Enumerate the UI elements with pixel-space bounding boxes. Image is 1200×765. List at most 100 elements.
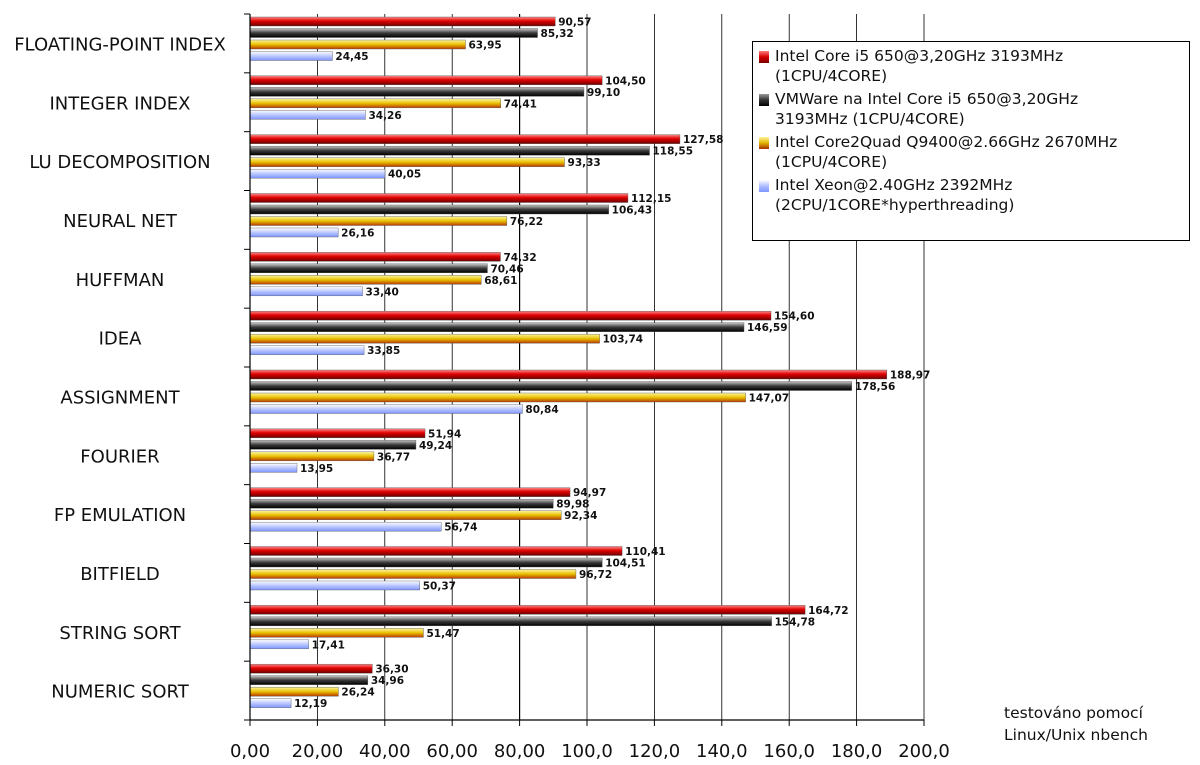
- legend-label: Intel Core i5 650@3,20GHz 3193MHz (1CPU/4…: [775, 47, 1064, 85]
- x-tick-label: 60,00: [426, 741, 478, 762]
- bar: [249, 580, 420, 591]
- x-tick-label: 200,0: [898, 741, 950, 762]
- bar: [249, 157, 565, 167]
- data-label: 106,43: [612, 205, 653, 217]
- category-label: FLOATING-POINT INDEX: [14, 34, 226, 55]
- legend-entry-vmware: VMWare na Intel Core i5 650@3,20GHz 3193M…: [759, 89, 1183, 129]
- data-label: 34,26: [368, 110, 401, 122]
- category-labels: FLOATING-POINT INDEX INTEGER INDEX LU DECO…: [14, 34, 226, 702]
- data-label: 12,19: [294, 698, 327, 710]
- bar: [249, 487, 571, 497]
- bar: [249, 216, 508, 226]
- data-label: 36,30: [375, 664, 408, 676]
- legend-swatch-red: [759, 51, 769, 63]
- test-note: testováno pomocí Linux/Unix nbench: [1004, 702, 1148, 746]
- data-label: 178,56: [855, 381, 896, 393]
- x-tick-label: 100,0: [561, 741, 613, 762]
- bar: [249, 628, 424, 638]
- data-label: 74,41: [504, 98, 537, 110]
- x-tick-label: 160,0: [763, 741, 815, 762]
- bar: [249, 675, 369, 685]
- data-label: 89,98: [556, 499, 589, 511]
- category-label: IDEA: [99, 329, 143, 350]
- bar: [249, 168, 386, 179]
- bar: [249, 275, 482, 285]
- data-label: 33,40: [366, 286, 399, 298]
- data-label: 24,45: [335, 51, 368, 63]
- bar: [249, 498, 554, 509]
- data-label: 146,59: [747, 322, 788, 334]
- bar: [249, 369, 888, 380]
- bar: [249, 428, 426, 439]
- bar: [249, 510, 562, 520]
- bar: [249, 557, 603, 568]
- category-label: STRING SORT: [59, 623, 181, 644]
- legend-label: Intel Xeon@2.40GHz 2392MHz (2CPU/1CORE*hy…: [775, 176, 1015, 214]
- bar: [249, 616, 772, 627]
- bar: [249, 663, 373, 674]
- note-line-1: testováno pomocí: [1004, 704, 1143, 722]
- category-label: LU DECOMPOSITION: [29, 152, 210, 173]
- data-label: 147,07: [749, 393, 790, 405]
- data-label: 118,55: [653, 146, 694, 158]
- bar: [249, 392, 746, 403]
- bar: [249, 521, 442, 532]
- bar: [249, 322, 745, 332]
- data-label: 94,97: [573, 487, 606, 499]
- axes: 0,00 20,00 40,00 60,00 80,00 100,0 120,0 140,0 1…: [230, 13, 950, 762]
- category-label: BITFIELD: [80, 564, 160, 585]
- bar: [249, 310, 772, 321]
- bar: [249, 451, 375, 462]
- data-label: 112,15: [631, 193, 672, 205]
- bar: [249, 605, 806, 615]
- data-label: 154,60: [774, 311, 815, 323]
- data-label: 104,50: [605, 75, 646, 87]
- bar: [249, 639, 309, 650]
- data-label: 188,97: [890, 370, 931, 382]
- bar: [249, 252, 501, 262]
- bar: [249, 333, 600, 344]
- data-label: 76,22: [510, 216, 543, 228]
- data-label: 56,74: [444, 522, 477, 534]
- data-label: 33,85: [367, 345, 400, 357]
- data-label: 70,46: [490, 263, 523, 275]
- category-label: FOURIER: [80, 446, 159, 467]
- legend-swatch-black: [759, 94, 769, 106]
- x-tick-label: 20,00: [292, 741, 344, 762]
- data-label: 92,34: [564, 510, 597, 522]
- data-label: 50,37: [423, 581, 456, 593]
- bar: [249, 345, 365, 355]
- data-label: 26,24: [341, 687, 374, 699]
- data-label: 99,10: [587, 87, 620, 99]
- bar: [249, 75, 603, 86]
- data-label: 96,72: [579, 569, 612, 581]
- data-label: 51,94: [428, 428, 461, 440]
- bar: [249, 87, 585, 97]
- data-label: 49,24: [419, 440, 452, 452]
- data-label: 74,32: [503, 252, 536, 264]
- bar: [249, 145, 650, 156]
- category-label: FP EMULATION: [54, 505, 186, 526]
- data-label: 154,78: [775, 616, 816, 628]
- data-label: 63,95: [469, 40, 502, 52]
- data-label: 36,77: [377, 451, 410, 463]
- legend-entry-xeon: Intel Xeon@2.40GHz 2392MHz (2CPU/1CORE*hy…: [759, 175, 1183, 215]
- bar: [249, 569, 577, 579]
- bar: [249, 39, 466, 50]
- bar: [249, 686, 339, 697]
- data-label: 104,51: [605, 558, 646, 570]
- data-label: 103,74: [603, 334, 644, 346]
- bar: [249, 204, 609, 215]
- data-label: 40,05: [388, 169, 421, 181]
- category-label: NEURAL NET: [63, 211, 178, 232]
- legend-entry-core2quad: Intel Core2Quad Q9400@2.66GHz 2670MHz (1C…: [759, 132, 1183, 172]
- x-tick-label: 140,0: [696, 741, 748, 762]
- data-label: 34,96: [371, 675, 404, 687]
- legend-swatch-blue: [759, 180, 769, 192]
- category-label: NUMERIC SORT: [51, 682, 189, 703]
- x-tick-label: 80,00: [494, 741, 546, 762]
- bar: [249, 28, 538, 38]
- data-label: 110,41: [625, 546, 666, 558]
- data-label: 164,72: [808, 605, 849, 617]
